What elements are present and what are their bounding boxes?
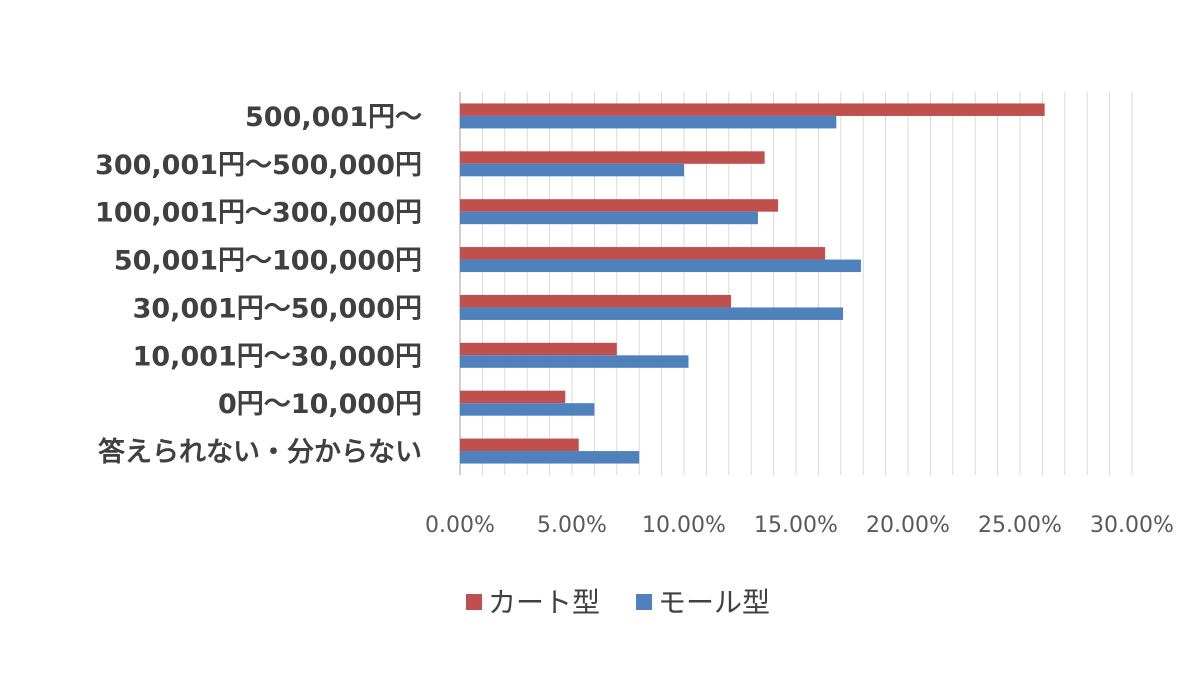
bar-mall: [460, 259, 861, 273]
bar-mall: [460, 115, 837, 129]
legend-swatch: [466, 594, 482, 610]
bar-cart: [460, 151, 765, 164]
x-tick-label: 0.00%: [425, 513, 495, 538]
bar-mall: [460, 451, 640, 464]
bar-cart: [460, 294, 732, 308]
x-axis-tick-labels: 0.00% 5.00% 10.00% 15.00% 20.00% 25.00% 30.00%: [425, 513, 1174, 538]
bar-cart: [460, 247, 826, 260]
bars: [460, 103, 1045, 464]
category-label: 50,001円～100,000円: [114, 246, 422, 277]
legend: カート型 モール型: [466, 586, 770, 619]
x-tick-label: 20.00%: [866, 513, 950, 538]
category-label: 0円～10,000円: [218, 389, 422, 420]
bar-cart: [460, 199, 779, 212]
legend-label: モール型: [658, 586, 770, 619]
x-tick-label: 25.00%: [978, 513, 1062, 538]
category-label: 300,001円～500,000円: [95, 150, 422, 181]
bar-mall: [460, 403, 595, 416]
category-label: 10,001円～30,000円: [133, 341, 422, 372]
legend-label: カート型: [488, 586, 600, 619]
category-label: 500,001円～: [245, 102, 422, 133]
bar-cart: [460, 438, 579, 452]
category-labels: 500,001円～ 300,001円～500,000円 100,001円～300,0…: [95, 102, 422, 468]
bar-cart: [460, 390, 566, 404]
category-label: 30,001円～50,000円: [133, 293, 422, 324]
x-tick-label: 15.00%: [754, 513, 838, 538]
gridlines: [459, 92, 1133, 475]
bar-mall: [460, 211, 758, 225]
x-tick-label: 5.00%: [537, 513, 607, 538]
bar-mall: [460, 355, 689, 368]
legend-swatch: [636, 594, 652, 610]
bar-mall: [460, 163, 684, 177]
bar-cart: [460, 103, 1045, 116]
category-label: 答えられない・分からない: [98, 436, 422, 468]
category-label: 100,001円～300,000円: [95, 198, 422, 229]
x-tick-label: 30.00%: [1090, 513, 1174, 538]
bar-cart: [460, 342, 617, 356]
x-tick-label: 10.00%: [642, 513, 726, 538]
bar-mall: [460, 307, 844, 320]
